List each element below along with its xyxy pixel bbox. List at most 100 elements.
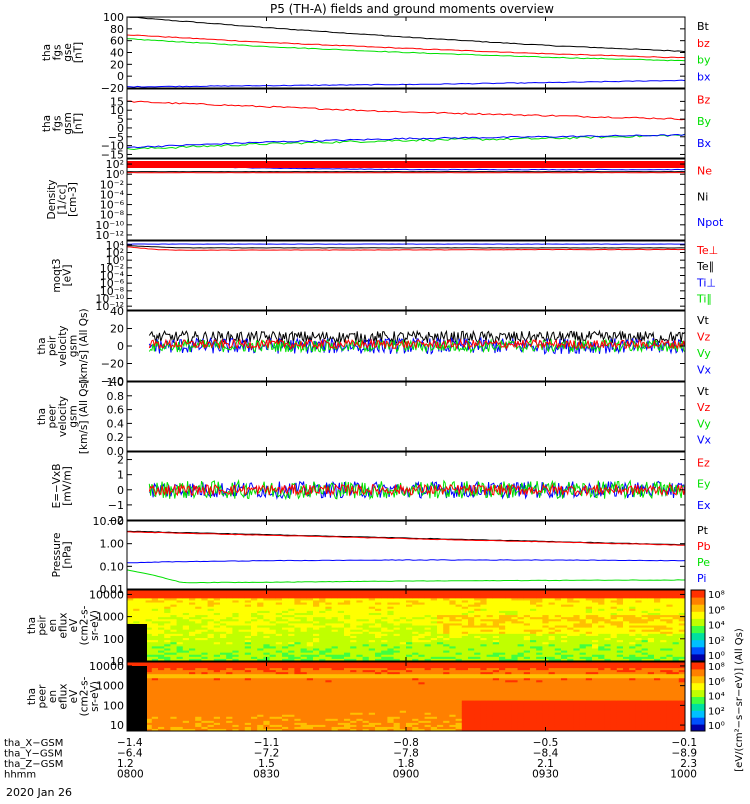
y-tick-label: 0.6 xyxy=(107,404,125,417)
plot-title: P5 (TH-A) fields and ground moments over… xyxy=(270,2,554,16)
y-tick-label: 1.00 xyxy=(100,538,125,551)
series-line-blue xyxy=(127,560,685,563)
y-tick-label: 0.10 xyxy=(100,560,125,573)
panel-frame xyxy=(127,382,685,451)
legend-entry: Vx xyxy=(697,363,712,376)
series-line-red xyxy=(127,101,685,120)
panel-peer-eflux: 10⁸10⁶10⁴10²10⁰10000100010010thapeerenef… xyxy=(26,660,725,732)
legend-entry: Npot xyxy=(697,216,724,229)
series-line-black xyxy=(127,17,685,52)
legend-entry: Ez xyxy=(697,456,710,469)
y-tick-label: 1 xyxy=(117,469,124,482)
colorbar-swatch xyxy=(691,626,705,634)
legend-entry: Pe xyxy=(697,556,710,569)
legend-entry: Ey xyxy=(697,478,711,491)
legend-entry: Vz xyxy=(697,401,711,414)
legend-entry: Ni xyxy=(697,190,708,203)
legend-entry: Ti⊥ xyxy=(696,276,716,289)
legend-entry: bx xyxy=(697,70,711,83)
colorbar-swatch xyxy=(691,654,705,662)
data-gap xyxy=(127,624,147,661)
legend-entry: by xyxy=(697,54,711,67)
colorbar-swatch xyxy=(691,597,705,605)
y-tick-label: 10000 xyxy=(89,588,124,601)
series-line-green xyxy=(127,570,685,583)
spectrogram-peir-eflux xyxy=(127,590,685,661)
panel-frame xyxy=(127,452,685,520)
legend-entry: Te⊥ xyxy=(696,244,718,257)
colorbar-tick-label: 10⁰ xyxy=(708,651,725,662)
spectrogram-peer-eflux xyxy=(127,662,685,731)
y-tick-label: 0.2 xyxy=(107,431,125,444)
legend-entry: Vt xyxy=(697,385,710,398)
colorbar-swatch xyxy=(691,611,705,619)
panel-peer-velocity: 1.00.80.60.40.20.0thapeervelocitygsm[km/… xyxy=(36,376,712,458)
legend-entry: Ne xyxy=(697,165,712,178)
colorbar-swatch xyxy=(691,633,705,641)
panel-peir-eflux: 10⁸10⁶10⁴10²10⁰10000100010010thapeirenef… xyxy=(26,588,725,668)
colorbar-tick-label: 10⁴ xyxy=(708,621,725,632)
colorbar-tick-label: 10⁶ xyxy=(708,605,725,616)
legend-entry: bz xyxy=(697,37,710,50)
y-tick-label: 2 xyxy=(117,454,124,467)
legend-entry: Bz xyxy=(697,94,711,107)
colorbar-swatch xyxy=(691,647,705,655)
y-axis-label: moqt3[eV] xyxy=(51,258,74,292)
y-axis-label-line: [mV/m] xyxy=(62,466,74,505)
y-axis-label: Pressure[nPa] xyxy=(51,533,74,578)
y-axis-label-line: sr-eV) xyxy=(89,610,101,641)
legend-entry: Pi xyxy=(697,572,706,585)
legend-entry: Vz xyxy=(697,330,711,343)
colorbar-swatch xyxy=(691,604,705,612)
colorbar-tick-label: 10⁸ xyxy=(708,590,725,601)
colorbar-peir-eflux: 10⁸ 10⁶ 10⁴ 10² 10⁰ xyxy=(691,590,725,662)
y-tick-label: 100 xyxy=(103,633,124,646)
legend-entry: Vx xyxy=(697,434,712,447)
y-axis-label-line: [km/s] (All Qs) xyxy=(78,379,90,454)
legend-entry: Bx xyxy=(697,137,712,150)
y-tick-label: 20 xyxy=(110,323,124,336)
y-tick-label: −1 xyxy=(108,499,124,512)
y-axis-label: Density[1/cc][cm-3] xyxy=(46,180,79,220)
legend-entry: Pt xyxy=(697,524,709,537)
panel-frame xyxy=(127,521,685,589)
y-axis-label-line: [eV] xyxy=(62,265,74,287)
panel-moat: 10⁴10²10⁰10⁻²10⁻⁴10⁻⁶10⁻⁸10⁻¹⁰10⁻¹²moqt3… xyxy=(51,239,718,313)
legend-entry: Pb xyxy=(697,540,711,553)
panel-frame xyxy=(127,241,685,310)
series-line-black xyxy=(127,246,685,248)
colorbar-swatch xyxy=(691,618,705,626)
y-tick-label: 10.00 xyxy=(93,515,125,528)
colorbar-swatch xyxy=(691,640,705,648)
legend-entry: Vy xyxy=(697,347,711,360)
y-tick-label: 0 xyxy=(117,484,124,497)
y-axis-label-line: [cm-3] xyxy=(67,182,79,217)
panels: 100806040200−20thafgsgse[nT]Btbzbybx1510… xyxy=(26,11,745,772)
y-tick-label: 0.4 xyxy=(107,417,125,430)
series-line-red xyxy=(127,532,685,546)
y-tick-label: −20 xyxy=(101,358,124,371)
legend-entry: Vt xyxy=(697,314,710,327)
legend-entry: By xyxy=(697,115,712,128)
y-axis-label: E=−VxB[mV/m] xyxy=(51,464,74,509)
legend-entry: Vy xyxy=(697,417,711,430)
colorbar-tick-label: 10² xyxy=(708,636,725,647)
y-tick-label: −20 xyxy=(101,82,124,95)
legend-entry: Te∥ xyxy=(696,260,714,273)
y-tick-label: 1.0 xyxy=(107,376,125,389)
y-axis-label-line: [km/s] (All Qs) xyxy=(78,308,90,383)
panel-frame xyxy=(127,89,685,158)
y-axis-label-line: [nPa] xyxy=(62,541,74,568)
y-tick-label: 40 xyxy=(110,305,124,318)
